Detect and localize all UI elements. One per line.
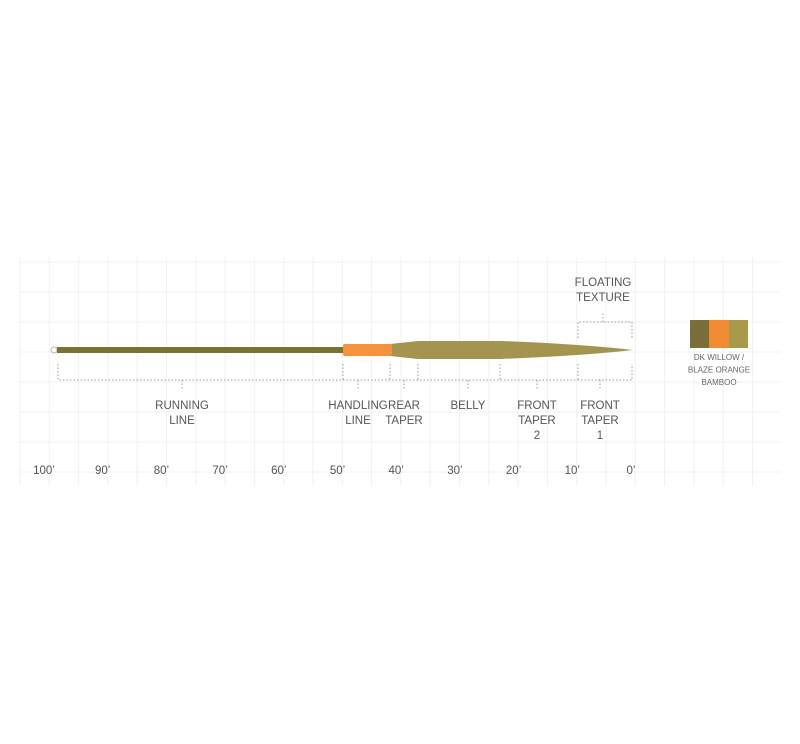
section-label: LINE xyxy=(169,415,195,427)
section-label: TAPER xyxy=(518,415,556,427)
section-label: TAPER xyxy=(385,415,423,427)
legend-label: DK WILLOW / xyxy=(694,353,745,362)
taper xyxy=(390,341,633,359)
section-label: HANDLING xyxy=(328,400,387,412)
handling-line xyxy=(343,344,392,356)
axis-label: 100’ xyxy=(33,465,55,477)
section-label: RUNNING xyxy=(155,400,209,412)
section-label: TAPER xyxy=(581,415,619,427)
labels: RUNNING LINE HANDLING LINE REAR TAPER BELLY FRO… xyxy=(33,277,750,477)
swatch-blaze-orange xyxy=(709,320,729,348)
section-label: 1 xyxy=(597,430,603,442)
section-label: FRONT xyxy=(517,400,557,412)
section-label: 2 xyxy=(534,430,540,442)
axis-label: 20’ xyxy=(506,465,521,477)
texture-bracket xyxy=(577,312,633,338)
grid xyxy=(19,258,780,486)
axis-label: 10’ xyxy=(565,465,580,477)
section-label: FRONT xyxy=(580,400,620,412)
axis-label: 60’ xyxy=(271,465,286,477)
swatch-bamboo xyxy=(729,320,748,348)
axis-label: 30’ xyxy=(447,465,462,477)
floating-texture-label: FLOATING xyxy=(575,277,632,289)
axis-label: 0’ xyxy=(627,465,636,477)
running-line xyxy=(57,347,345,353)
axis-label: 40’ xyxy=(389,465,404,477)
section-label: REAR xyxy=(388,400,420,412)
axis-label: 70’ xyxy=(212,465,227,477)
legend-label: BAMBOO xyxy=(701,378,736,387)
axis-label: 90’ xyxy=(95,465,110,477)
section-brackets xyxy=(57,364,633,390)
axis-label: 80’ xyxy=(154,465,169,477)
axis-label: 50’ xyxy=(330,465,345,477)
section-label: BELLY xyxy=(451,400,486,412)
section-label: LINE xyxy=(345,415,371,427)
swatch-dk-willow xyxy=(690,320,709,348)
legend-label: BLAZE ORANGE xyxy=(688,366,750,375)
floating-texture-label: TEXTURE xyxy=(576,292,630,304)
